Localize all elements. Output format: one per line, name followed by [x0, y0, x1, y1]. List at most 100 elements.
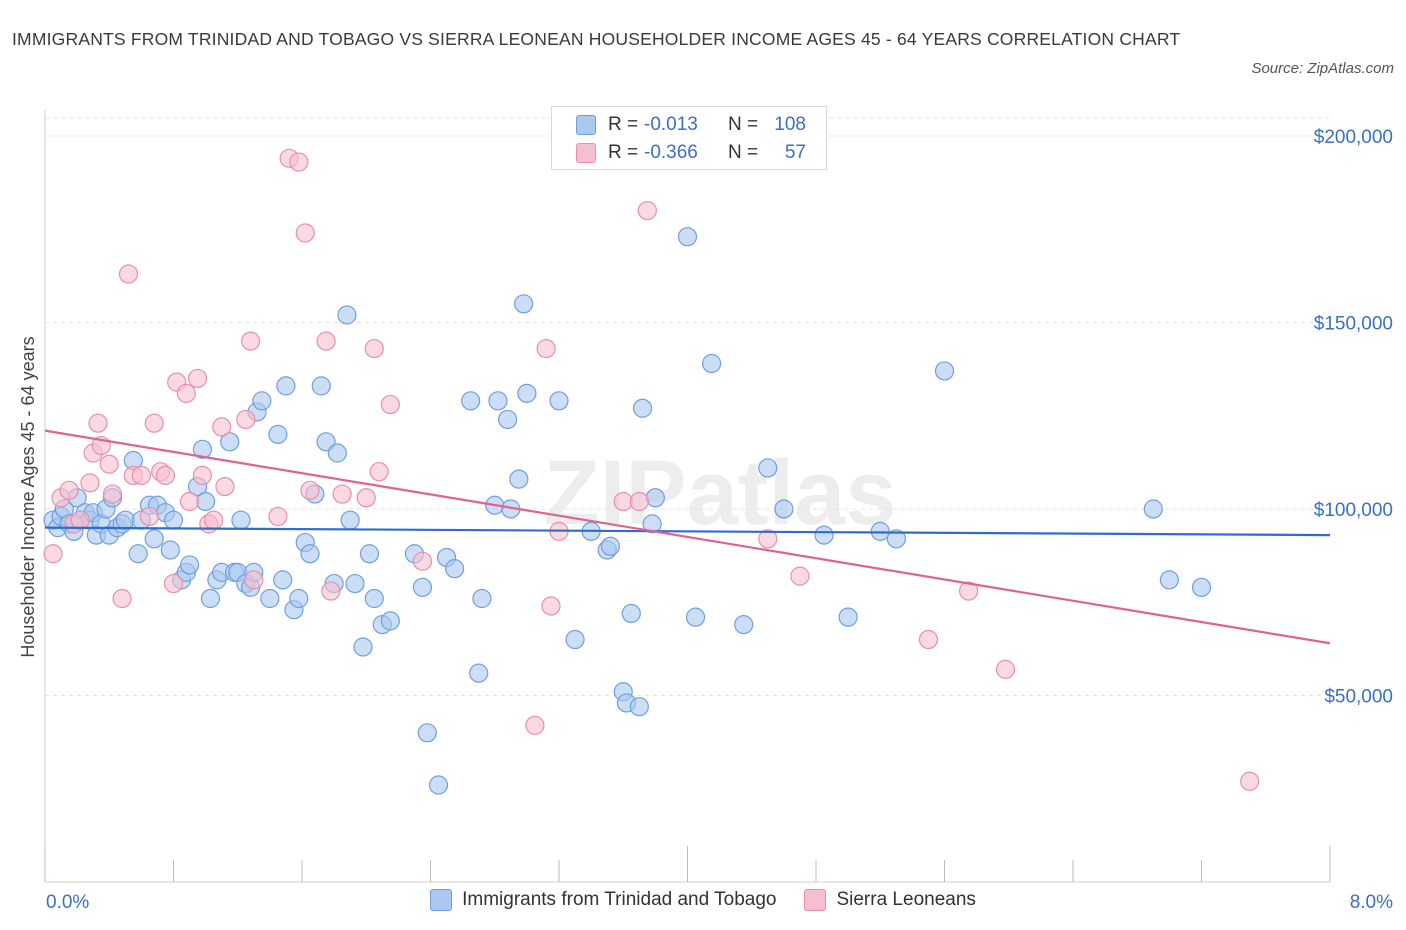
sierra-leonean-point — [70, 510, 90, 530]
trinidad-point — [359, 544, 380, 564]
trinidad-point — [200, 588, 221, 609]
sierra-leonean-point — [43, 544, 63, 564]
sierra-leonean-point — [412, 551, 433, 571]
x-tick-label: 8.0% — [1350, 892, 1393, 913]
trinidad-point — [115, 510, 135, 530]
source-label: Source: ZipAtlas.com — [1251, 60, 1394, 77]
trinidad-point — [345, 573, 365, 594]
sierra-leonean-point — [144, 413, 164, 433]
y-tick-label: $200,000 — [1314, 127, 1393, 148]
legend: Immigrants from Trinidad and Tobago Sier… — [0, 889, 1406, 911]
x-tick-label: 0.0% — [46, 892, 89, 913]
sierra-leonean-point — [204, 510, 224, 530]
trinidad-point — [677, 227, 698, 247]
trinidad-point — [600, 536, 621, 556]
trinidad-point — [276, 376, 296, 396]
trinidad-point — [364, 588, 384, 609]
sierra-leonean-point — [321, 581, 341, 601]
trinidad-point — [642, 514, 662, 534]
r-label: R = — [608, 114, 639, 135]
sierra-leonean-point — [918, 629, 939, 650]
trinidad-point — [444, 559, 465, 579]
legend-item-sierra-leonean[interactable]: Sierra Leoneans — [804, 889, 976, 911]
sierra-leonean-point — [139, 506, 160, 527]
trinidad-point — [629, 697, 649, 717]
sierra-leonean-point — [212, 417, 232, 437]
sierra-leonean-point — [112, 588, 132, 609]
sierra-leonean-point — [316, 331, 336, 351]
trinidad-point — [163, 510, 184, 530]
trinidad-point — [340, 510, 360, 530]
trinidad-point — [509, 469, 529, 489]
legend-label: Sierra Leoneans — [836, 889, 976, 910]
trinidad-point — [289, 588, 309, 609]
sierra-leonean-point — [236, 409, 256, 430]
n-value: 57 — [784, 142, 806, 163]
y-tick-label: $100,000 — [1314, 500, 1393, 521]
r-value: -0.366 — [644, 142, 698, 163]
trinidad-trend-line — [44, 526, 1331, 537]
sierra-leonean-point — [187, 368, 208, 389]
r-value: -0.013 — [644, 114, 698, 135]
trinidad-point — [192, 439, 213, 459]
trinidad-point — [128, 544, 148, 564]
sierra-leonean-point — [131, 465, 151, 486]
trinidad-point — [327, 443, 347, 463]
stats-row-series-1: R = -0.013 N = 108 — [576, 111, 806, 139]
y-tick-label: $150,000 — [1314, 313, 1393, 334]
sierra-leonean-point — [102, 484, 123, 504]
sierra-leonean-point — [380, 394, 400, 415]
trinidad-point — [645, 488, 665, 508]
sierra-leonean-point — [364, 338, 384, 359]
trinidad-point — [337, 305, 357, 325]
sierra-leonean-point — [88, 413, 108, 433]
trinidad-point — [685, 607, 706, 627]
y-axis-title: Householder Income Ages 45 - 64 years — [18, 336, 38, 657]
trinidad-point — [814, 525, 834, 545]
sierra-leonean-point — [241, 331, 261, 351]
trinidad-point — [472, 588, 492, 609]
sierra-leonean-point — [995, 659, 1016, 679]
legend-swatch-blue — [430, 889, 453, 911]
n-label: N = — [728, 142, 759, 163]
trinidad-point — [838, 607, 858, 627]
trinidad-point — [220, 432, 240, 452]
trinidad-point — [260, 588, 280, 609]
sierra-leonean-point — [289, 152, 309, 172]
sierra-leonean-point — [244, 570, 264, 590]
trinidad-point — [1143, 499, 1163, 519]
sierra-leonean-point — [99, 454, 119, 474]
sierra-leonean-point — [629, 491, 649, 512]
trinidad-point — [273, 570, 293, 590]
series-2-swatch — [576, 143, 596, 163]
trinidad-point — [353, 637, 373, 657]
y-tick-label: $50,000 — [1324, 686, 1393, 707]
sierra-leonean-point — [541, 596, 561, 616]
sierra-leonean-point — [215, 476, 235, 497]
sierra-leonean-point — [536, 338, 556, 359]
trinidad-point — [934, 361, 955, 381]
trinidad-point — [758, 458, 778, 478]
trinidad-point — [886, 529, 906, 549]
trinidad-point — [565, 629, 585, 650]
trinidad-point — [488, 391, 508, 411]
trinidad-point — [311, 376, 331, 396]
trinidad-point — [621, 603, 641, 624]
sierra-leonean-point — [369, 462, 389, 482]
legend-item-trinidad[interactable]: Immigrants from Trinidad and Tobago — [430, 889, 776, 911]
sierra-leonean-point — [637, 200, 657, 221]
trinidad-point — [734, 615, 754, 635]
sierra-leonean-point — [268, 506, 288, 527]
stats-row-series-2: R = -0.366 N = 57 — [576, 139, 806, 167]
trinidad-point — [144, 529, 164, 549]
trinidad-point — [461, 391, 481, 411]
trinidad-point — [517, 383, 537, 403]
trinidad-point — [1159, 570, 1179, 590]
trinidad-point — [774, 499, 794, 519]
sierra-leonean-point — [613, 491, 633, 512]
series-1-swatch — [576, 115, 596, 135]
trinidad-point — [268, 424, 288, 444]
trinidad-point — [300, 544, 320, 564]
legend-label: Immigrants from Trinidad and Tobago — [462, 889, 777, 910]
